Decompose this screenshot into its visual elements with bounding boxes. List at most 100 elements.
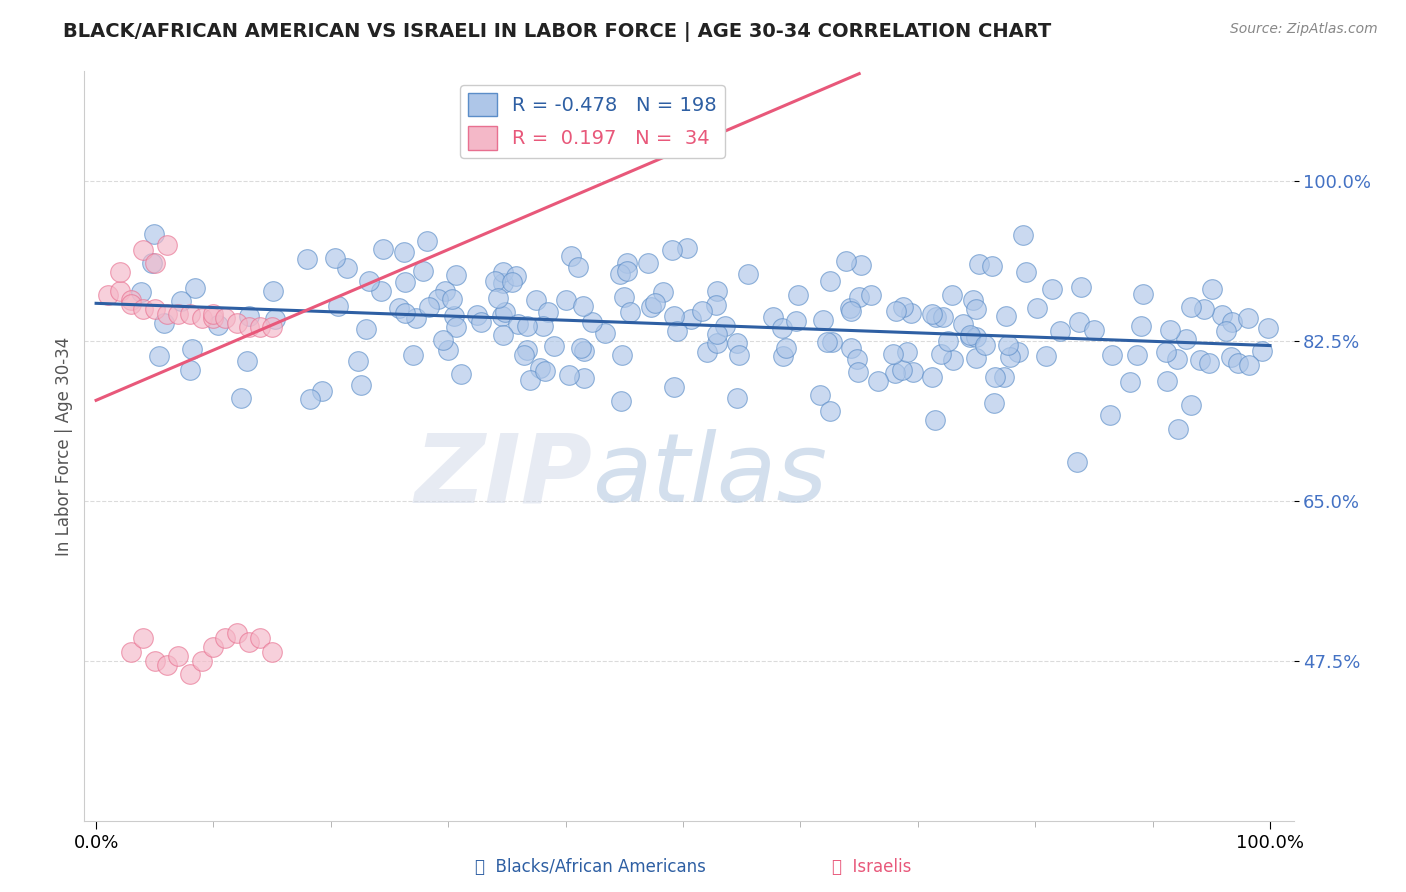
Point [262,320,284,334]
Point [262,644,284,658]
Point [770,321,793,335]
Point [998,350,1021,364]
Point [924,413,946,427]
Point [181,342,204,356]
Point [664,309,686,323]
Point [860,288,883,302]
Point [143,654,166,668]
Point [846,365,869,379]
Point [706,336,728,351]
Point [560,249,582,263]
Point [995,310,1018,324]
Point [97,288,120,302]
Point [1166,352,1188,367]
Point [652,285,675,299]
Point [558,368,581,383]
Point [593,326,616,341]
Point [392,245,415,260]
Point [1156,374,1178,388]
Point [1007,345,1029,359]
Point [434,284,457,298]
Point [762,310,785,324]
Point [848,290,870,304]
Point [492,265,515,279]
Point [512,349,534,363]
Point [441,293,464,307]
Point [818,404,841,418]
Point [1101,348,1123,362]
Point [727,348,749,362]
Point [821,335,844,350]
Point [143,227,166,241]
Point [238,320,260,334]
Point [427,292,450,306]
Point [1159,323,1181,337]
Point [1154,344,1177,359]
Point [929,347,952,361]
Point [661,243,683,257]
Point [692,303,714,318]
Point [336,261,359,276]
Point [1215,324,1237,338]
Point [470,315,492,329]
Point [901,365,924,379]
Point [610,348,633,362]
Point [679,312,702,326]
Point [725,391,748,405]
Point [1180,301,1202,315]
Point [838,301,860,315]
Point [484,274,506,288]
Point [841,341,863,355]
Point [984,370,1007,384]
Point [555,293,578,308]
Point [1125,348,1147,362]
Point [388,301,411,316]
Point [311,384,333,398]
Point [394,275,416,289]
Point [444,268,467,282]
Point [1035,349,1057,363]
Point [1015,265,1038,279]
Point [924,310,946,324]
Point [492,327,515,342]
Point [706,327,728,342]
Point [537,305,560,319]
Point [849,258,872,272]
Point [967,256,990,270]
Point [155,306,177,320]
Point [167,649,190,664]
Point [179,667,201,681]
Point [882,347,904,361]
Point [148,349,170,363]
Point [616,263,638,277]
Y-axis label: In Labor Force | Age 30-34: In Labor Force | Age 30-34 [55,336,73,556]
Point [704,298,727,312]
Text: ⬛  Blacks/African Americans: ⬛ Blacks/African Americans [475,858,706,876]
Point [637,256,659,270]
Point [155,658,177,673]
Point [644,296,666,310]
Point [132,631,155,645]
Point [1237,311,1260,326]
Point [249,320,271,334]
Text: BLACK/AFRICAN AMERICAN VS ISRAELI IN LABOR FORCE | AGE 30-34 CORRELATION CHART: BLACK/AFRICAN AMERICAN VS ISRAELI IN LAB… [63,22,1052,42]
Point [326,299,349,313]
Point [839,303,862,318]
Point [299,392,322,406]
Point [371,242,394,256]
Point [973,338,995,352]
Point [1167,422,1189,436]
Point [613,290,636,304]
Point [143,301,166,316]
Point [886,303,908,318]
Point [891,362,914,376]
Point [120,644,142,658]
Point [815,335,838,350]
Point [238,635,260,649]
Point [706,285,728,299]
Point [737,268,759,282]
Point [965,351,987,365]
Text: ZIP: ZIP [415,429,592,523]
Point [959,330,981,344]
Point [531,318,554,333]
